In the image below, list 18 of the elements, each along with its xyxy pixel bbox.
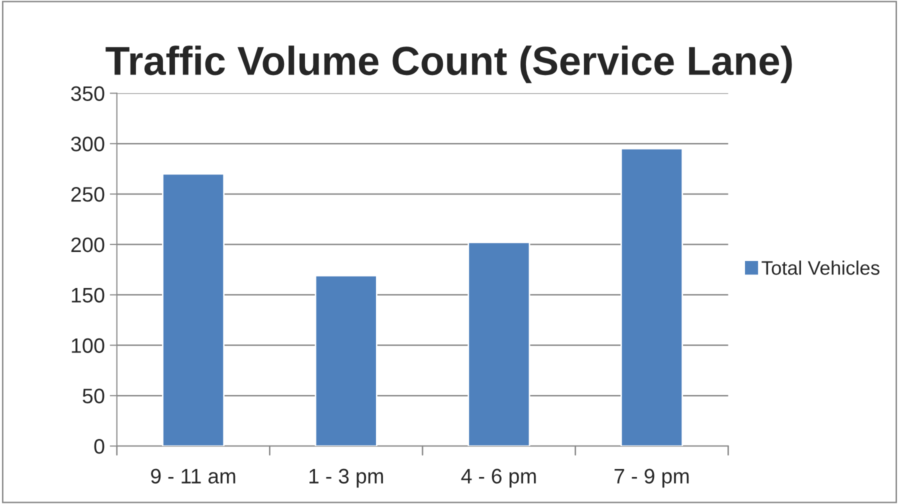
- y-tick-label: 50: [82, 388, 104, 404]
- bar: [162, 173, 225, 446]
- bar: [468, 242, 530, 446]
- legend-label: Total Vehicles: [762, 260, 880, 275]
- x-tick-label: 9 - 11 am: [151, 468, 236, 484]
- y-tick-label: 300: [71, 136, 104, 152]
- chart-title: Traffic Volume Count (Service Lane): [106, 46, 792, 84]
- y-tick-label: 250: [71, 187, 104, 202]
- x-tick-label: 1 - 3 pm: [310, 468, 383, 488]
- x-tick-label: 4 - 6 pm: [461, 468, 536, 488]
- y-tick-label: 0: [94, 439, 104, 454]
- bar: [620, 148, 684, 446]
- bar: [314, 274, 378, 446]
- y-tick-label: 100: [72, 338, 104, 353]
- x-tick-label: 7 - 9 pm: [614, 468, 689, 488]
- y-tick-label: 350: [71, 86, 104, 101]
- y-tick-label: 200: [71, 237, 104, 252]
- y-tick-label: 150: [72, 288, 104, 303]
